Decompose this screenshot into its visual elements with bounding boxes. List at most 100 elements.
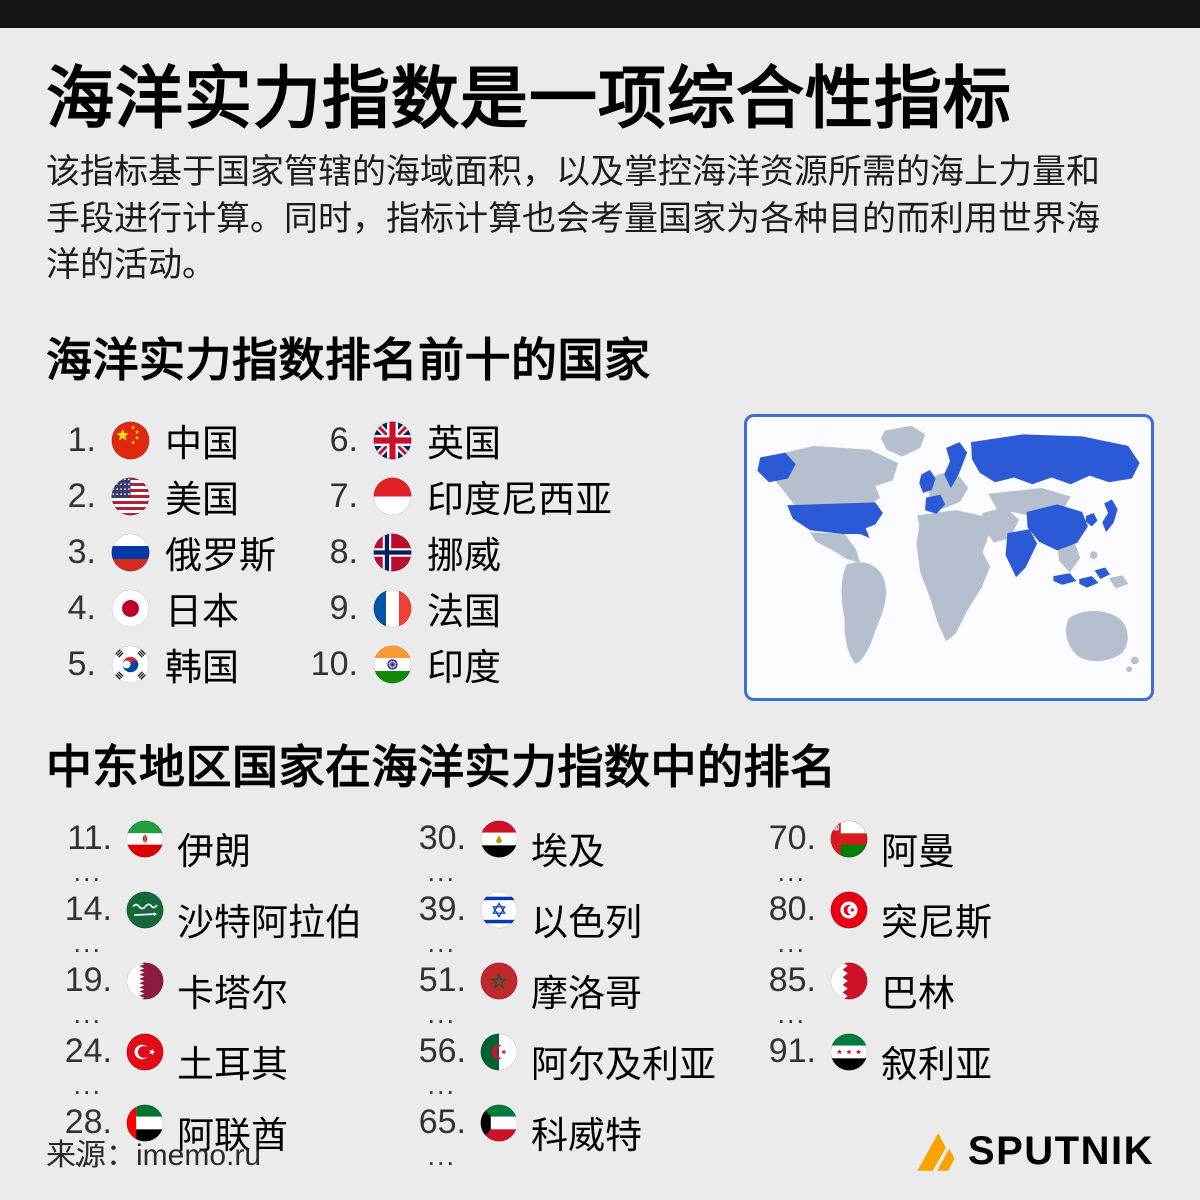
rank-number: 56. xyxy=(418,1032,466,1071)
rank-block: 24.... xyxy=(46,1032,112,1101)
country-name: 土耳其 xyxy=(177,1044,288,1086)
rank-block: 11.... xyxy=(46,819,112,888)
country-name: 卡塔尔 xyxy=(177,973,288,1015)
country-name: 印度尼西亚 xyxy=(427,479,612,521)
rank-number: 80. xyxy=(768,890,816,929)
flag-usa-icon xyxy=(111,477,150,516)
ranking-item-israel: 39.... 以色列 xyxy=(400,890,750,961)
rank-number: 14. xyxy=(64,890,112,929)
flag-uk-icon xyxy=(373,421,412,460)
flag-indonesia-icon xyxy=(373,477,412,516)
ranking-item-qatar: 19.... 卡塔尔 xyxy=(46,961,400,1032)
rank-number: 3. xyxy=(67,532,96,571)
top10-column-1: 1. 中国 2. 美国 3. 俄罗斯 4. 日本 5. 韩国 xyxy=(46,412,308,692)
country-name: 以色列 xyxy=(531,902,642,944)
country-name: 法国 xyxy=(427,591,501,633)
country-name: 摩洛哥 xyxy=(531,973,642,1015)
rank-number: 8. xyxy=(329,532,358,571)
flag-algeria-icon xyxy=(480,1033,518,1071)
flag-india-icon xyxy=(373,645,412,684)
middle-east-column-1: 11.... 伊朗 14.... 沙特阿拉伯 19.... 卡塔尔 24.... 土耳其 28.… xyxy=(46,819,400,1174)
rank-ellipsis: ... xyxy=(73,857,102,888)
rank-ellipsis: ... xyxy=(73,928,102,959)
flag-uae-icon xyxy=(126,1104,164,1142)
ranking-item-usa: 2. 美国 xyxy=(46,468,308,524)
rank-number: 10. xyxy=(310,644,358,683)
flag-south-korea-icon xyxy=(111,645,150,684)
country-name: 韩国 xyxy=(165,647,239,689)
flag-france-icon xyxy=(373,589,412,628)
top10-column-2: 6. 英国 7. 印度尼西亚 8. 挪威 9. 法国 10. 印度 xyxy=(308,412,618,692)
ranking-item-japan: 4. 日本 xyxy=(46,580,308,636)
rank-block: 28.... xyxy=(46,1103,112,1170)
top10-heading: 海洋实力指数排名前十的国家 xyxy=(46,334,651,387)
flag-tunisia-icon xyxy=(830,891,868,929)
middle-east-list: 11.... 伊朗 14.... 沙特阿拉伯 19.... 卡塔尔 24.... 土耳其 28.… xyxy=(46,819,1154,1174)
rank-ellipsis: ... xyxy=(73,999,102,1030)
rank-number: 7. xyxy=(329,476,358,515)
country-name: 阿曼 xyxy=(881,831,955,873)
rank-number: 30. xyxy=(418,819,466,858)
ranking-item-india: 10. 印度 xyxy=(308,636,618,692)
flag-syria-icon xyxy=(830,1033,868,1071)
sputnik-logo: SPUTNIK xyxy=(914,1129,1154,1174)
flag-iran-icon xyxy=(126,820,164,858)
flag-israel-icon xyxy=(480,891,518,929)
rank-number: 91. xyxy=(768,1032,816,1071)
flag-norway-icon xyxy=(373,533,412,572)
country-name: 俄罗斯 xyxy=(165,535,276,577)
flag-japan-icon xyxy=(111,589,150,628)
source-text: 来源：imemo.ru xyxy=(46,1138,262,1172)
rank-number: 19. xyxy=(64,961,112,1000)
ranking-item-indonesia: 7. 印度尼西亚 xyxy=(308,468,618,524)
sputnik-logo-icon xyxy=(917,1132,955,1171)
page-title: 海洋实力指数是一项综合性指标 xyxy=(46,61,1013,137)
rank-ellipsis: ... xyxy=(73,1070,102,1101)
flag-morocco-icon xyxy=(480,962,518,1000)
rank-number: 6. xyxy=(329,420,358,459)
world-map xyxy=(757,425,1140,673)
rank-ellipsis: ... xyxy=(427,1070,456,1101)
country-name: 英国 xyxy=(427,423,501,465)
rank-ellipsis: ... xyxy=(427,999,456,1030)
rank-block: 56.... xyxy=(400,1032,466,1101)
ranking-item-egypt: 30.... 埃及 xyxy=(400,819,750,890)
rank-block: 51.... xyxy=(400,961,466,1030)
country-name: 科威特 xyxy=(531,1115,642,1157)
flag-bahrain-icon xyxy=(830,962,868,1000)
top-bar xyxy=(0,0,1200,28)
rank-number: 5. xyxy=(67,644,96,683)
rank-ellipsis: ... xyxy=(777,999,806,1030)
country-name: 印度 xyxy=(427,647,501,689)
ranking-item-kuwait: 65.... 科威特 xyxy=(400,1103,750,1174)
flag-kuwait-icon xyxy=(480,1104,518,1142)
rank-number: 2. xyxy=(67,476,96,515)
rank-block: 85.... xyxy=(750,961,816,1030)
rank-ellipsis: ... xyxy=(777,928,806,959)
rank-number: 51. xyxy=(418,961,466,1000)
middle-east-column-2: 30.... 埃及 39.... 以色列 51.... 摩洛哥 56.... 阿尔及利亚 65.… xyxy=(400,819,750,1174)
rank-ellipsis: ... xyxy=(427,928,456,959)
flag-turkey-icon xyxy=(126,1033,164,1071)
middle-east-column-3: 70.... 阿曼 80.... 突尼斯 85.... 巴林 91. 叙利亚 xyxy=(750,819,992,1103)
page-description: 该指标基于国家管辖的海域面积，以及掌控海洋资源所需的海上力量和手段进行计算。同时… xyxy=(46,153,1100,284)
flag-saudi-arabia-icon xyxy=(126,891,164,929)
rank-block: 91. xyxy=(750,1032,816,1071)
rank-number: 85. xyxy=(768,961,816,1000)
ranking-item-uk: 6. 英国 xyxy=(308,412,618,468)
rank-ellipsis: ... xyxy=(777,857,806,888)
rank-number: 28. xyxy=(64,1103,112,1142)
rank-block: 65.... xyxy=(400,1103,466,1172)
flag-egypt-icon xyxy=(480,820,518,858)
rank-number: 70. xyxy=(768,819,816,858)
sputnik-logo-text: SPUTNIK xyxy=(967,1129,1154,1173)
rank-number: 1. xyxy=(67,420,96,459)
country-name: 美国 xyxy=(165,479,239,521)
ranking-item-bahrain: 85.... 巴林 xyxy=(750,961,992,1032)
country-name: 突尼斯 xyxy=(881,902,992,944)
rank-ellipsis: ... xyxy=(427,1141,456,1172)
ranking-item-uae: 28.... 阿联酋 xyxy=(46,1103,400,1174)
rank-block: 80.... xyxy=(750,890,816,959)
ranking-item-france: 9. 法国 xyxy=(308,580,618,636)
country-name: 沙特阿拉伯 xyxy=(177,902,362,944)
